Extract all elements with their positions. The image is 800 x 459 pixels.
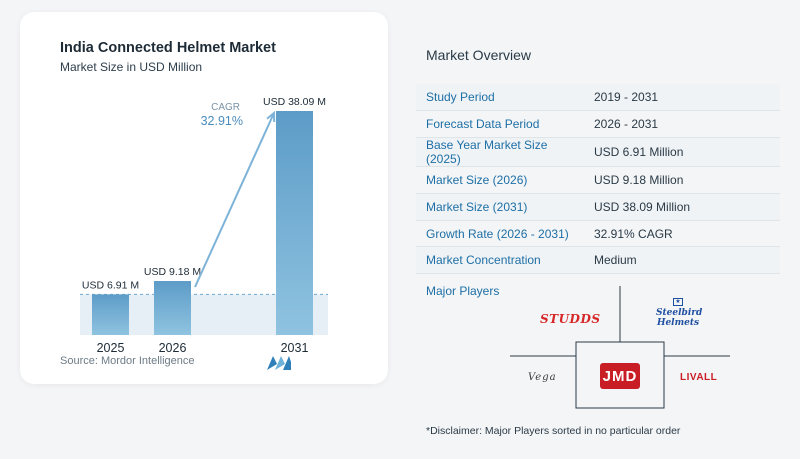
cagr-label: CAGR — [211, 102, 240, 113]
cagr-arrowhead-icon — [266, 110, 276, 123]
row-value: 2026 - 2031 — [584, 110, 780, 139]
row-value: USD 38.09 Million — [584, 193, 780, 221]
row-key: Market Concentration — [416, 246, 584, 275]
bar-2031 — [276, 111, 313, 335]
bar-value-label: USD 6.91 M — [82, 279, 139, 291]
row-value: 32.91% CAGR — [584, 220, 780, 248]
major-players-title: Major Players — [426, 284, 500, 298]
row-key: Base Year Market Size (2025) — [416, 137, 584, 168]
steelbird-logo: ★ Steelbird Helmets — [656, 298, 703, 328]
studds-logo: STUDDS — [540, 312, 601, 326]
row-value: 2019 - 2031 — [584, 84, 780, 112]
x-tick-label: 2031 — [281, 341, 309, 355]
chart-subtitle: Market Size in USD Million — [60, 60, 203, 74]
jmd-logo-text: JMD — [602, 367, 638, 385]
source-label: Source: Mordor Intelligence — [60, 355, 195, 367]
row-key: Growth Rate (2026 - 2031) — [416, 220, 584, 248]
cagr-value: 32.91% — [201, 114, 243, 128]
x-tick-label: 2025 — [97, 341, 125, 355]
table-row: Market Size (2026) USD 9.18 Million — [416, 166, 780, 194]
row-value: Medium — [584, 246, 780, 275]
row-key: Study Period — [416, 84, 584, 112]
chart-title: India Connected Helmet Market — [60, 40, 276, 56]
table-row: Growth Rate (2026 - 2031) 32.91% CAGR — [416, 220, 780, 248]
table-row: Market Size (2031) USD 38.09 Million — [416, 193, 780, 221]
disclaimer: *Disclaimer: Major Players sorted in no … — [426, 425, 681, 437]
bar-chart: USD 6.91 M 2025 USD 9.18 M 2026 USD 38.09 M 2… — [80, 96, 328, 355]
table-row: Market Concentration Medium — [416, 246, 780, 275]
bar-2025 — [92, 294, 129, 335]
cagr-arrow-line — [194, 112, 275, 288]
row-key: Forecast Data Period — [416, 110, 584, 139]
table-row: Study Period 2019 - 2031 — [416, 84, 780, 112]
livall-logo: LIVALL — [680, 372, 718, 383]
mordor-logo-icon — [267, 356, 291, 370]
steelbird-logo-text: Steelbird Helmets — [656, 308, 703, 328]
x-tick-label: 2026 — [159, 341, 187, 355]
table-row: Forecast Data Period 2026 - 2031 — [416, 110, 780, 139]
bar-2026 — [154, 281, 191, 335]
row-key: Market Size (2026) — [416, 166, 584, 194]
overview-title: Market Overview — [426, 47, 532, 63]
table-row: Base Year Market Size (2025) USD 6.91 Mil… — [416, 137, 780, 168]
row-value: USD 9.18 Million — [584, 166, 780, 194]
row-value: USD 6.91 Million — [584, 137, 780, 168]
vega-logo: Vega — [528, 372, 557, 383]
market-overview-table: Study Period 2019 - 2031 Forecast Data Pe… — [416, 84, 780, 275]
bar-value-label: USD 38.09 M — [263, 96, 326, 108]
steelbird-badge-icon: ★ — [673, 298, 683, 306]
jmd-logo: JMD — [600, 363, 640, 389]
bar-value-label: USD 9.18 M — [144, 266, 201, 278]
row-key: Market Size (2031) — [416, 193, 584, 221]
